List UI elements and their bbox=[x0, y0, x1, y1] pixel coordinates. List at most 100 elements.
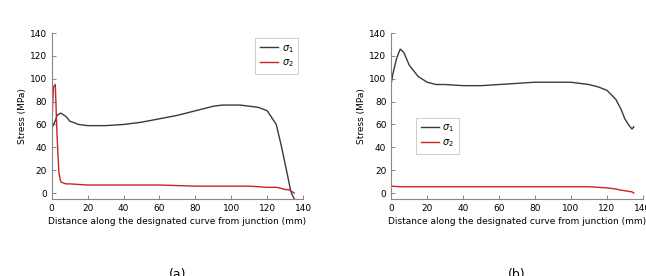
Text: (b): (b) bbox=[508, 268, 526, 276]
$\sigma_2$ bbox=[594, 186, 601, 189]
$\sigma_1$ bbox=[57, 112, 65, 115]
$\sigma_1$ bbox=[236, 104, 244, 107]
$\sigma_2$ bbox=[264, 186, 271, 189]
$\sigma_2$ bbox=[618, 189, 625, 192]
$\sigma_1$ bbox=[227, 104, 235, 107]
$\sigma_1$ bbox=[174, 114, 182, 117]
$\sigma_1$ bbox=[397, 47, 404, 51]
Line: $\sigma_2$: $\sigma_2$ bbox=[52, 84, 294, 193]
$\sigma_1$ bbox=[594, 85, 601, 88]
$\sigma_1$ bbox=[120, 123, 127, 126]
$\sigma_2$ bbox=[612, 187, 620, 191]
$\sigma_1$ bbox=[285, 180, 293, 183]
$\sigma_1$ bbox=[48, 125, 56, 128]
Line: $\sigma_1$: $\sigma_1$ bbox=[391, 49, 634, 129]
Line: $\sigma_2$: $\sigma_2$ bbox=[391, 186, 634, 193]
$\sigma_1$ bbox=[567, 81, 575, 84]
$\sigma_2$ bbox=[290, 191, 298, 195]
$\sigma_2$ bbox=[57, 180, 65, 183]
$\sigma_1$ bbox=[245, 105, 253, 108]
$\sigma_1$ bbox=[621, 117, 629, 120]
$\sigma_1$ bbox=[459, 84, 467, 87]
$\sigma_2$ bbox=[625, 190, 632, 193]
$\sigma_1$ bbox=[53, 114, 61, 117]
Y-axis label: Stress (MPa): Stress (MPa) bbox=[357, 88, 366, 144]
$\sigma_1$ bbox=[287, 189, 295, 192]
$\sigma_1$ bbox=[388, 82, 395, 85]
$\sigma_1$ bbox=[290, 197, 298, 200]
$\sigma_1$ bbox=[138, 121, 145, 124]
$\sigma_1$ bbox=[628, 128, 636, 131]
$\sigma_2$ bbox=[101, 183, 109, 187]
$\sigma_1$ bbox=[423, 81, 431, 84]
$\sigma_2$ bbox=[630, 191, 638, 195]
Text: (a): (a) bbox=[169, 268, 186, 276]
$\sigma_2$ bbox=[397, 185, 404, 189]
$\sigma_2$ bbox=[287, 189, 295, 192]
$\sigma_2$ bbox=[62, 182, 70, 185]
$\sigma_2$ bbox=[441, 185, 449, 189]
$\sigma_2$ bbox=[52, 83, 59, 86]
X-axis label: Distance along the designated curve from junction (mm): Distance along the designated curve from… bbox=[48, 217, 306, 226]
$\sigma_1$ bbox=[618, 108, 625, 111]
$\sigma_1$ bbox=[66, 120, 74, 123]
$\sigma_1$ bbox=[101, 124, 109, 127]
$\sigma_1$ bbox=[612, 98, 620, 101]
$\sigma_1$ bbox=[289, 194, 297, 197]
$\sigma_1$ bbox=[513, 82, 521, 85]
$\sigma_1$ bbox=[62, 115, 70, 118]
$\sigma_2$ bbox=[495, 185, 503, 189]
$\sigma_2$ bbox=[273, 186, 280, 189]
$\sigma_1$ bbox=[255, 106, 262, 109]
$\sigma_1$ bbox=[191, 109, 199, 112]
$\sigma_1$ bbox=[273, 123, 280, 126]
$\sigma_1$ bbox=[218, 104, 226, 107]
$\sigma_2$ bbox=[603, 186, 610, 190]
$\sigma_1$ bbox=[531, 81, 539, 84]
$\sigma_2$ bbox=[423, 185, 431, 189]
$\sigma_2$ bbox=[549, 185, 557, 189]
$\sigma_2$ bbox=[405, 185, 413, 189]
$\sigma_2$ bbox=[120, 183, 127, 187]
$\sigma_1$ bbox=[75, 123, 83, 126]
$\sigma_1$ bbox=[477, 84, 485, 87]
$\sigma_1$ bbox=[84, 124, 92, 127]
$\sigma_1$ bbox=[441, 83, 449, 86]
$\sigma_2$ bbox=[513, 185, 521, 189]
$\sigma_2$ bbox=[245, 184, 253, 188]
$\sigma_1$ bbox=[264, 109, 271, 112]
$\sigma_1$ bbox=[156, 117, 163, 120]
$\sigma_2$ bbox=[621, 189, 629, 192]
$\sigma_1$ bbox=[432, 83, 440, 86]
Legend: $\sigma_1$, $\sigma_2$: $\sigma_1$, $\sigma_2$ bbox=[416, 118, 459, 154]
$\sigma_2$ bbox=[628, 190, 636, 193]
$\sigma_2$ bbox=[567, 185, 575, 189]
$\sigma_2$ bbox=[282, 188, 289, 191]
$\sigma_2$ bbox=[48, 106, 56, 109]
$\sigma_1$ bbox=[576, 82, 584, 85]
$\sigma_2$ bbox=[191, 184, 199, 188]
$\sigma_1$ bbox=[630, 125, 638, 128]
$\sigma_2$ bbox=[55, 171, 63, 174]
$\sigma_2$ bbox=[50, 85, 57, 88]
$\sigma_2$ bbox=[388, 184, 395, 188]
$\sigma_1$ bbox=[93, 124, 101, 127]
$\sigma_2$ bbox=[53, 134, 61, 137]
$\sigma_1$ bbox=[625, 123, 632, 126]
Line: $\sigma_1$: $\sigma_1$ bbox=[52, 105, 294, 199]
$\sigma_2$ bbox=[459, 185, 467, 189]
$\sigma_2$ bbox=[59, 181, 67, 184]
$\sigma_2$ bbox=[278, 187, 286, 190]
$\sigma_1$ bbox=[549, 81, 557, 84]
$\sigma_2$ bbox=[531, 185, 539, 189]
X-axis label: Distance along the designated curve from junction (mm): Distance along the designated curve from… bbox=[388, 217, 646, 226]
$\sigma_2$ bbox=[84, 183, 92, 187]
Legend: $\sigma_1$, $\sigma_2$: $\sigma_1$, $\sigma_2$ bbox=[255, 38, 298, 74]
$\sigma_1$ bbox=[50, 123, 57, 126]
$\sigma_1$ bbox=[585, 83, 593, 86]
$\sigma_2$ bbox=[156, 183, 163, 187]
$\sigma_1$ bbox=[278, 146, 286, 149]
$\sigma_1$ bbox=[405, 63, 413, 67]
$\sigma_2$ bbox=[227, 184, 235, 188]
$\sigma_1$ bbox=[414, 75, 422, 78]
